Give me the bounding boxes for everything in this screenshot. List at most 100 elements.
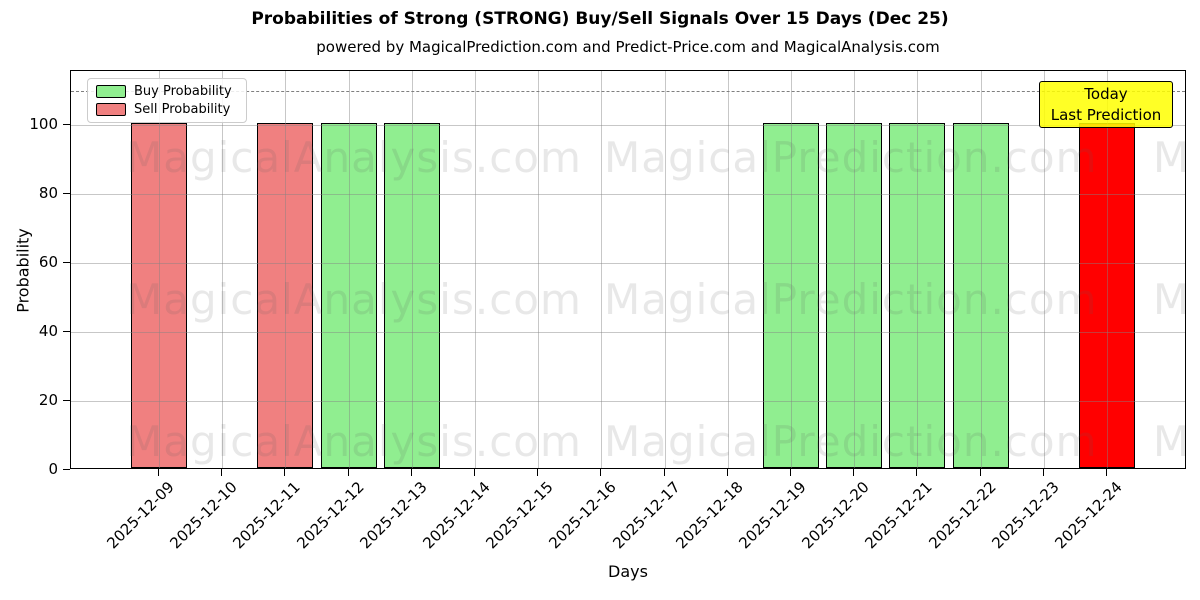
bar-2025-12-09 <box>131 123 187 468</box>
today-annotation: Today Last Prediction <box>1039 81 1173 128</box>
watermark-text: MagicalPrediction.com <box>604 133 1098 182</box>
vgridline <box>1107 71 1108 468</box>
x-tick-label: 2025-12-10 <box>166 478 241 553</box>
watermark-text: MagicalAnalysis.com <box>126 275 582 324</box>
vgridline <box>917 71 919 468</box>
x-tick-label: 2025-12-17 <box>608 478 684 553</box>
y-tick-label: 40 <box>38 322 58 340</box>
x-tick-label: 2025-12-23 <box>988 478 1063 553</box>
legend-item-sell: Sell Probability <box>96 102 238 117</box>
watermark-text: MagicalAnalysis.com <box>126 133 582 182</box>
bar-2025-12-19 <box>763 123 819 468</box>
x-tick-label: 2025-12-13 <box>356 478 431 553</box>
legend-label-sell: Sell Probability <box>134 102 231 117</box>
x-tick-mark <box>158 469 159 476</box>
dashed-reference-line <box>71 90 1185 92</box>
bar-2025-12-11 <box>257 123 314 468</box>
vgridline <box>1043 71 1045 468</box>
y-tick-label: 60 <box>38 253 58 271</box>
bars-layer <box>71 71 1185 468</box>
x-tick-label: 2025-12-14 <box>419 478 494 553</box>
x-tick-label: 2025-12-24 <box>1051 478 1126 553</box>
y-tick-mark <box>63 331 70 332</box>
x-tick-mark <box>1106 469 1107 476</box>
hgridline <box>71 332 1185 333</box>
bar-2025-12-12 <box>320 123 377 468</box>
y-tick-mark <box>63 193 70 194</box>
x-tick-mark <box>790 469 791 476</box>
chart-title: Probabilities of Strong (STRONG) Buy/Sel… <box>251 9 949 29</box>
y-tick-mark <box>63 469 70 470</box>
grid-layer <box>71 71 1185 468</box>
x-tick-label: 2025-12-12 <box>292 478 368 553</box>
x-tick-label: 2025-12-19 <box>735 478 810 553</box>
watermark-text: MagicalPrediction.com <box>604 275 1098 324</box>
vgridline <box>475 71 476 468</box>
x-tick-mark <box>726 469 728 476</box>
x-tick-mark <box>537 469 539 476</box>
hgridline <box>71 125 1185 126</box>
today-annotation-line2: Last Prediction <box>1050 105 1162 124</box>
sell-swatch-icon <box>96 103 126 116</box>
watermark-text: MagicalPrediction.com <box>604 417 1098 466</box>
watermark-layer: MagicalAnalysis.com MagicalPrediction.com… <box>71 71 1185 468</box>
x-tick-mark <box>916 469 918 476</box>
vgridline <box>348 71 350 468</box>
y-tick-label: 80 <box>38 184 58 202</box>
vgridline <box>791 71 792 468</box>
plot-area: MagicalAnalysis.com MagicalPrediction.com… <box>70 70 1186 469</box>
legend-label-buy: Buy Probability <box>134 84 232 99</box>
watermark-text: MagicalAnalysis.com <box>1153 417 1185 466</box>
bar-2025-12-22 <box>952 123 1009 468</box>
vgridline <box>538 71 540 468</box>
x-tick-mark <box>853 469 855 476</box>
x-tick-label: 2025-12-16 <box>545 478 621 553</box>
y-tick-mark <box>63 400 70 401</box>
x-tick-mark <box>284 469 286 476</box>
vgridline <box>411 71 413 468</box>
vgridline <box>664 71 666 468</box>
vgridline <box>727 71 729 468</box>
x-tick-label: 2025-12-21 <box>861 478 937 553</box>
y-tick-label: 0 <box>48 460 58 478</box>
vgridline <box>854 71 856 468</box>
bar-2025-12-21 <box>889 123 946 468</box>
x-tick-mark <box>221 469 223 476</box>
y-axis-label: Probability <box>13 228 33 313</box>
x-tick-label: 2025-12-22 <box>924 478 1000 553</box>
bar-2025-12-13 <box>383 123 440 468</box>
watermark-text: MagicalAnalysis.com <box>126 417 582 466</box>
vgridline <box>601 71 603 468</box>
vgridline <box>159 71 160 468</box>
vgridline <box>222 71 224 468</box>
x-tick-label: 2025-12-11 <box>229 478 305 553</box>
x-tick-label: 2025-12-18 <box>672 478 747 553</box>
x-tick-mark <box>347 469 349 476</box>
today-annotation-line1: Today <box>1084 84 1128 103</box>
hgridline <box>71 194 1185 195</box>
hgridline <box>71 263 1185 264</box>
x-tick-label: 2025-12-20 <box>798 478 873 553</box>
x-tick-mark <box>600 469 602 476</box>
watermark-text: MagicalAnalysis.com <box>1153 275 1185 324</box>
x-tick-mark <box>1042 469 1044 476</box>
x-tick-label: 2025-12-09 <box>103 478 178 553</box>
x-tick-mark <box>979 469 981 476</box>
y-tick-mark <box>63 124 70 125</box>
bar-2025-12-20 <box>826 123 883 468</box>
y-tick-mark <box>63 262 70 263</box>
vgridline <box>980 71 982 468</box>
x-tick-label: 2025-12-15 <box>482 478 557 553</box>
y-tick-label: 20 <box>38 391 58 409</box>
x-tick-mark <box>410 469 412 476</box>
x-tick-mark <box>663 469 665 476</box>
legend: Buy Probability Sell Probability <box>87 78 247 123</box>
watermark-text: MagicalAnalysis.com <box>1153 133 1185 182</box>
buy-swatch-icon <box>96 85 126 98</box>
x-tick-mark <box>474 469 475 476</box>
chart-subtitle: powered by MagicalPrediction.com and Pre… <box>316 38 940 56</box>
y-tick-label: 100 <box>29 115 58 133</box>
x-axis-label: Days <box>608 562 648 581</box>
hgridline <box>71 401 1185 402</box>
